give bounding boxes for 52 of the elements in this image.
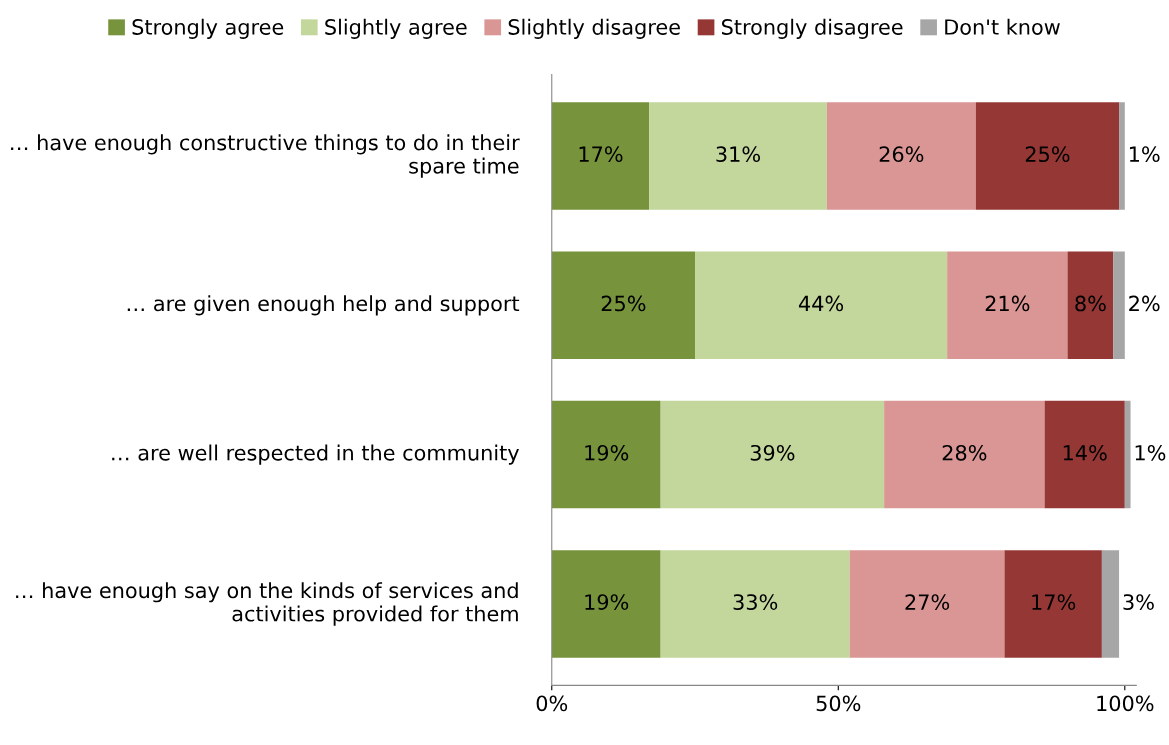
data-label: 44% [798,295,844,312]
data-label: 17% [579,146,623,163]
y-tick-label: … have enough constructive things to do in their spare time [11,134,520,178]
data-label: 17% [1032,594,1076,610]
data-label: 1% [1129,146,1160,163]
x-tick-label: 0% [536,695,568,712]
bar [884,400,1045,509]
y-tick-label: … are given enough help and support [127,295,520,316]
bar [1067,251,1114,360]
data-label: 28% [942,444,987,461]
bar [1124,400,1131,509]
data-label: 19% [585,444,629,461]
legend-label: Slightly agree [325,18,467,39]
data-label: 27% [905,594,950,610]
bar [849,550,1005,658]
data-label: 1% [1135,444,1166,461]
legend-label: Strongly disagree [722,18,903,39]
data-label: 25% [1025,146,1070,163]
bar [551,102,650,210]
bar [551,550,661,658]
bar [1004,550,1102,658]
bar [1119,102,1125,210]
y-tick-label: … are well respected in the community [112,444,519,465]
bar [660,550,850,658]
bar [551,400,661,509]
data-label: 39% [750,444,795,461]
bar [1044,400,1125,509]
legend-label: Don't know [945,18,1060,35]
x-tick-label: 100% [1097,695,1154,712]
data-label: 21% [985,295,1030,312]
bar [975,102,1120,210]
bar [826,102,976,210]
data-label: 25% [601,295,646,312]
bar [695,251,948,360]
data-label: 19% [585,594,629,610]
x-tick-label: 50% [816,695,861,712]
data-label: 31% [716,146,761,163]
data-label: 8% [1075,295,1106,312]
bar [660,400,885,509]
data-label: 33% [733,594,778,610]
bar [1113,251,1125,360]
bar [551,251,696,360]
legend-label: Slightly disagree [508,18,680,39]
data-label: 14% [1063,444,1107,461]
bar [947,251,1068,360]
bar [1101,550,1120,658]
bar [649,102,827,210]
data-label: 26% [879,146,924,163]
y-tick-label: … have enough say on the kinds of services and activities provided for them [16,582,518,626]
data-label: 2% [1129,295,1160,312]
legend-label: Strongly agree [132,18,284,39]
data-label: 3% [1123,594,1154,610]
